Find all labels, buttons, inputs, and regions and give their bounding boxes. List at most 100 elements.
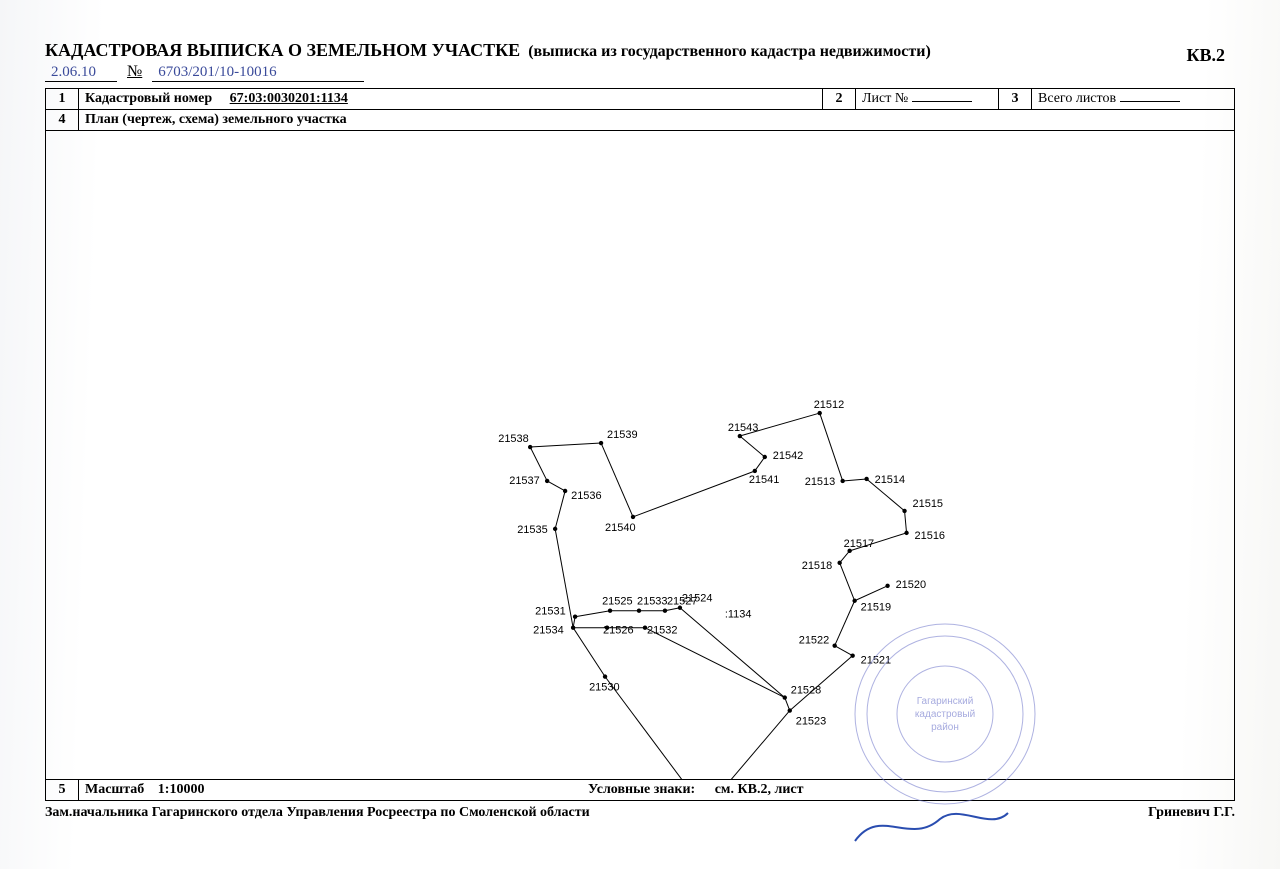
plan-node: [563, 489, 567, 493]
title-main: КАДАСТРОВАЯ ВЫПИСКА О ЗЕМЕЛЬНОМ УЧАСТКЕ: [45, 40, 520, 61]
title-paren: (выписка из государственного кадастра не…: [528, 43, 931, 61]
plan-node: [553, 527, 557, 531]
plan-edge: [547, 481, 565, 491]
date-row: 2.06.10 № 6703/201/10-10016: [45, 63, 1235, 82]
document-page: КАДАСТРОВАЯ ВЫПИСКА О ЗЕМЕЛЬНОМ УЧАСТКЕ …: [0, 0, 1280, 869]
plan-node: [603, 674, 607, 678]
plan-edge: [840, 551, 850, 563]
plan-node-label: 21512: [814, 399, 845, 411]
plan-node: [631, 515, 635, 519]
plan-node-label: 21522: [799, 635, 830, 647]
plan-node-label: 21530: [589, 682, 620, 694]
plan-node: [545, 479, 549, 483]
plot-label: :1134: [725, 609, 752, 621]
plan-node-label: 21538: [498, 433, 529, 445]
total-blank: [1120, 101, 1180, 102]
cad-label: Кадастровый номер: [85, 91, 212, 106]
plan-edge: [790, 656, 853, 711]
plan-svg: 2153821539215372153621535215402154121542…: [46, 131, 1234, 779]
cell-3: Всего листов: [1032, 89, 1235, 110]
num-sign: №: [127, 63, 142, 80]
plan-node-label: 21536: [571, 490, 602, 502]
plan-node: [528, 445, 532, 449]
plan-edge: [665, 608, 680, 611]
plan-node: [864, 477, 868, 481]
plan-node-label: 21518: [802, 560, 833, 572]
cad-number: 67:03:0030201:1134: [230, 91, 348, 106]
date-handwritten: 2.06.10: [45, 64, 117, 82]
plan-edge: [855, 586, 888, 601]
plan-node: [902, 509, 906, 513]
plan-edge: [835, 646, 853, 656]
legend-label: Условные знаки:: [588, 782, 695, 797]
plan-node: [753, 469, 757, 473]
plan-node-label: 21514: [875, 474, 906, 486]
plan-node: [678, 606, 682, 610]
plan-node-label: 21531: [535, 606, 566, 618]
plan-edge: [905, 511, 907, 533]
plan-edge: [740, 436, 765, 457]
plan-node-label: 21524: [682, 593, 713, 605]
plan-edge: [755, 457, 765, 471]
plan-node-label: 21540: [605, 522, 636, 534]
plan-node: [885, 584, 889, 588]
form-code: КВ.2: [1186, 45, 1225, 66]
cell-2: Лист №: [856, 89, 999, 110]
plan-node-label: 21520: [896, 579, 927, 591]
plan-node-label: 21541: [749, 474, 780, 486]
scale-value: 1:10000: [158, 782, 205, 797]
plan-node: [663, 609, 667, 613]
plan-edge: [573, 628, 605, 677]
plan-node-label: 21528: [791, 685, 822, 697]
plan-edge: [530, 443, 601, 447]
plan-node: [850, 653, 854, 657]
footer-left: Зам.начальника Гагаринского отдела Управ…: [45, 805, 590, 821]
plan-node: [783, 695, 787, 699]
plan-node: [837, 561, 841, 565]
cell-1: Кадастровый номер 67:03:0030201:1134: [79, 89, 823, 110]
scale-cell: Масштаб 1:10000 Условные знаки: см. КВ.2…: [79, 780, 1235, 801]
cell-4-num: 4: [46, 110, 79, 131]
plan-node-label: 21535: [517, 524, 548, 536]
scale-label: Масштаб: [85, 782, 144, 797]
plan-edge: [605, 677, 705, 779]
plan-node-label: 21513: [805, 476, 836, 488]
plan-node: [571, 626, 575, 630]
plan-label: План (чертеж, схема) земельного участка: [79, 110, 1235, 131]
sheet-label: Лист №: [862, 91, 908, 106]
cell-3-num: 3: [999, 89, 1032, 110]
plan-edge: [555, 491, 565, 529]
plan-node-label: 21542: [773, 450, 804, 462]
plan-edge: [633, 471, 755, 517]
plan-node-label: 21519: [861, 602, 892, 614]
plan-node: [763, 455, 767, 459]
footer-right: Гриневич Г.Г.: [1148, 805, 1235, 821]
plan-node: [788, 708, 792, 712]
signature: [850, 801, 1010, 851]
cell-1-num: 1: [46, 89, 79, 110]
plan-node-label: 21532: [647, 625, 678, 637]
legend-ref: см. КВ.2, лист: [715, 782, 804, 797]
footer: Зам.начальника Гагаринского отдела Управ…: [45, 805, 1235, 821]
plan-edge: [843, 479, 867, 481]
total-label: Всего листов: [1038, 91, 1116, 106]
plan-node-label: 21521: [861, 655, 892, 667]
plan-node: [904, 531, 908, 535]
plan-node: [608, 609, 612, 613]
plan-node-label: 21517: [844, 538, 875, 550]
plan-node: [573, 615, 577, 619]
plan-node: [599, 441, 603, 445]
cell-2-num: 2: [823, 89, 856, 110]
plan-cell: 2153821539215372153621535215402154121542…: [46, 131, 1235, 780]
info-table: 1 Кадастровый номер 67:03:0030201:1134 2…: [45, 88, 1235, 801]
plan-edge: [820, 413, 843, 481]
plan-node: [818, 411, 822, 415]
plan-node-label: 21539: [607, 429, 638, 441]
plan-node-label: 21523: [796, 716, 827, 728]
plan-edge: [835, 601, 855, 646]
plan-edge: [601, 443, 633, 517]
plan-node-label: 21516: [915, 530, 946, 542]
plan-node-label: 21543: [728, 422, 759, 434]
plan-edge: [575, 611, 610, 617]
sheet-blank: [912, 101, 972, 102]
